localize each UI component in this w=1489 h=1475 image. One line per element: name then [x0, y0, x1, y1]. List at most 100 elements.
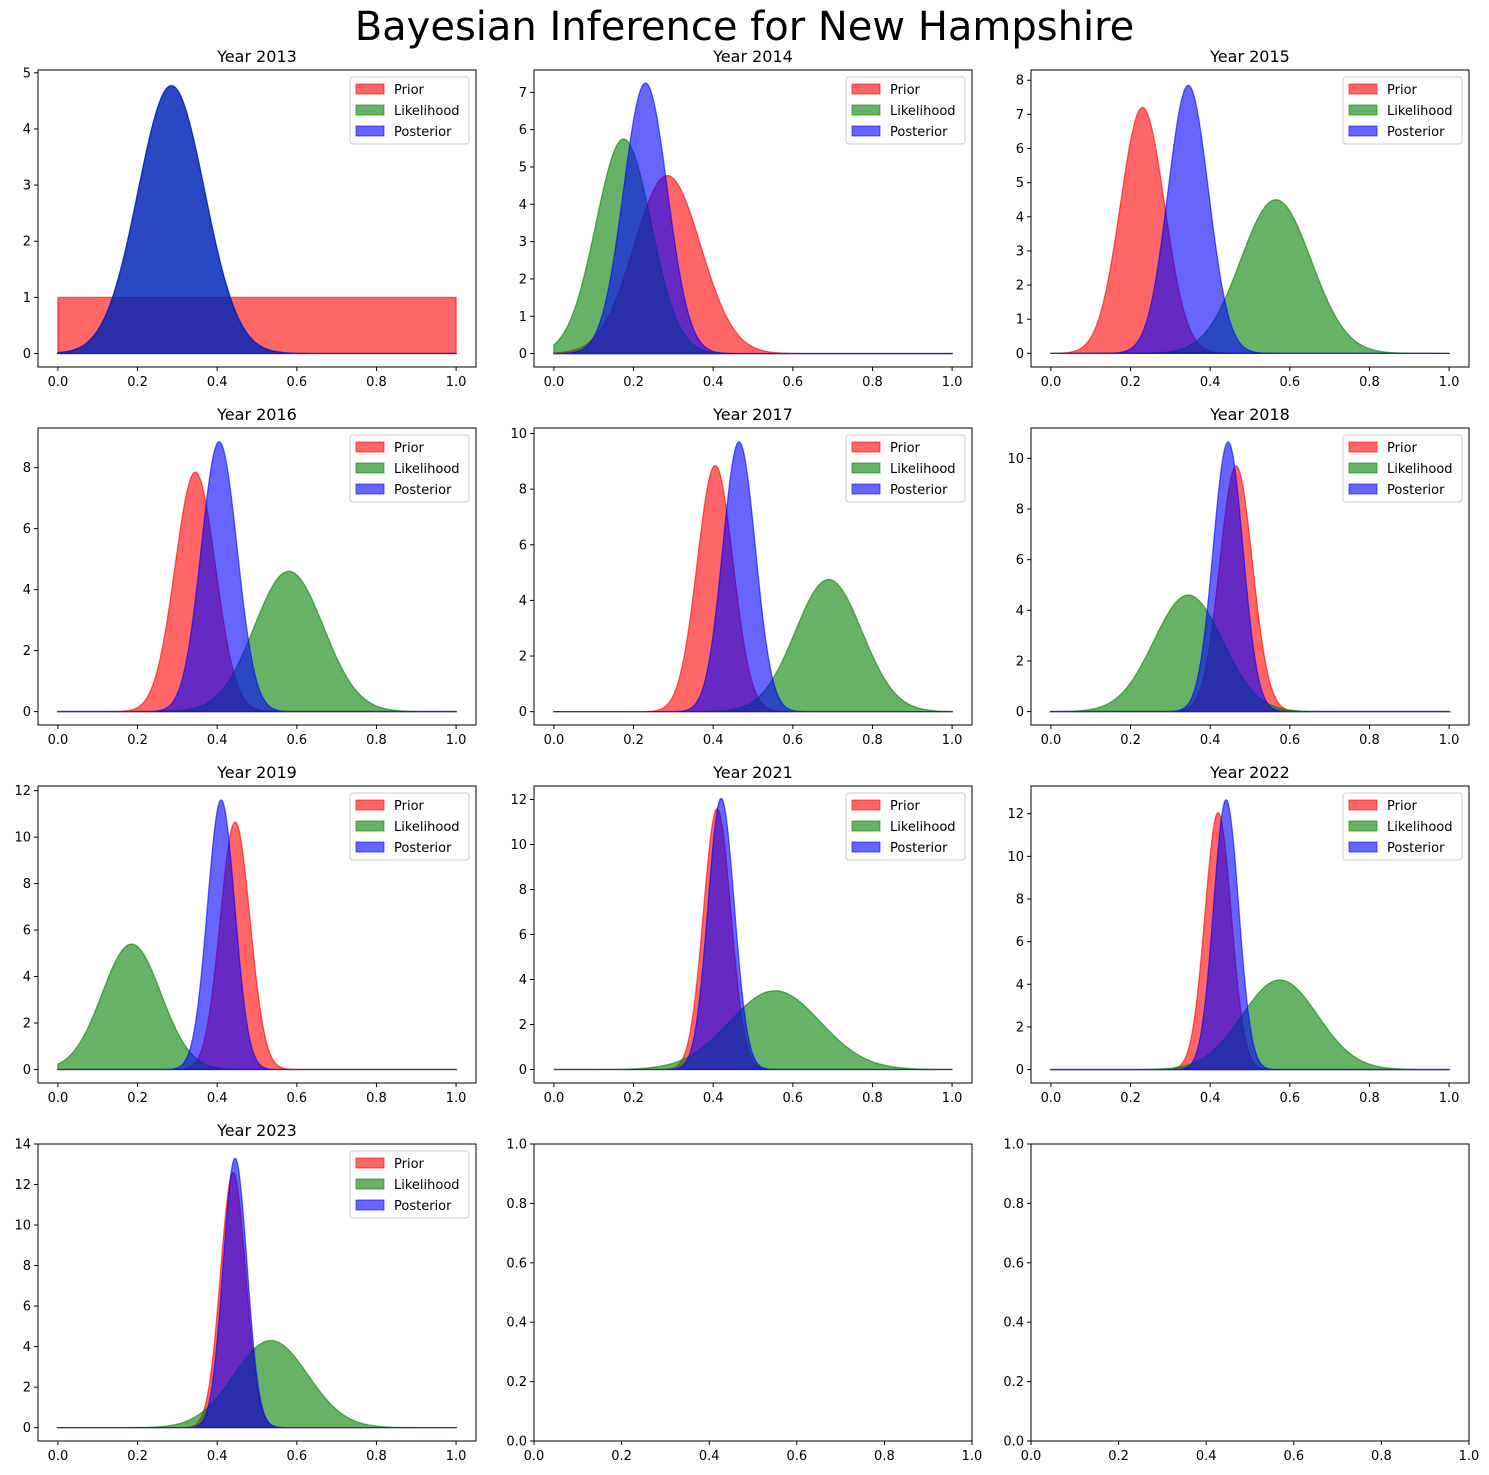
x-tick-label: 1.0 [962, 1449, 983, 1464]
subplot-5: Year 2018 0.0 0.2 0.4 0.6 0.8 1.0 0 2 4 6 8 10 Prior L… [1007, 405, 1470, 748]
y-tick-label: 2 [23, 235, 31, 250]
y-tick-label: 6 [23, 924, 31, 939]
legend-label-likelihood: Likelihood [1387, 820, 1453, 835]
legend-swatch-likelihood [355, 104, 385, 116]
legend-label-prior: Prior [394, 83, 425, 98]
y-tick-label: 3 [519, 235, 527, 250]
legend: Prior Likelihood Posterior [845, 434, 966, 503]
y-tick-label: 0.0 [506, 1435, 527, 1450]
x-tick-label: 0.4 [207, 733, 228, 748]
axes-frame [533, 69, 973, 368]
y-tick-label: 8 [1016, 503, 1024, 518]
x-tick-label: 0.6 [1279, 375, 1300, 390]
legend-label-likelihood: Likelihood [890, 104, 956, 119]
legend-swatch-prior [1348, 799, 1378, 811]
legend-label-posterior: Posterior [890, 125, 948, 140]
subplot-title: Year 2018 [1209, 405, 1290, 424]
y-tick-label: 4 [23, 122, 31, 137]
y-tick-label: 3 [1016, 244, 1024, 259]
y-tick-label: 6 [1016, 553, 1024, 568]
axes-frame [1030, 785, 1470, 1084]
legend-swatch-prior [851, 441, 881, 453]
series-posterior-area [57, 85, 457, 355]
y-tick-label: 8 [23, 461, 31, 476]
y-tick-label: 4 [1016, 978, 1024, 993]
axes-frame [1030, 1143, 1470, 1442]
y-tick-label: 4 [1016, 604, 1024, 619]
series-posterior-area [57, 441, 457, 713]
x-tick-label: 0.8 [1371, 1449, 1392, 1464]
axes-frame [37, 427, 477, 726]
legend-swatch-likelihood [355, 1178, 385, 1190]
y-tick-label: 0.8 [506, 1197, 527, 1212]
subplot-0: Year 2013 0.0 0.2 0.4 0.6 0.8 1.0 0 1 2 3 4 5 Prior Li… [23, 47, 477, 390]
legend-swatch-posterior [355, 841, 385, 853]
legend-label-likelihood: Likelihood [890, 820, 956, 835]
y-tick-label: 4 [519, 594, 527, 609]
x-tick-label: 0.8 [366, 375, 387, 390]
y-tick-label: 0.0 [1003, 1435, 1024, 1450]
series-posterior-area [57, 1157, 457, 1429]
legend-label-posterior: Posterior [890, 483, 948, 498]
x-tick-label: 0.0 [1041, 733, 1062, 748]
y-tick-label: 8 [1016, 74, 1024, 89]
legend-label-prior: Prior [394, 1157, 425, 1172]
y-tick-label: 8 [519, 883, 527, 898]
y-tick-label: 0 [23, 347, 31, 362]
y-tick-label: 1 [23, 291, 31, 306]
y-tick-label: 5 [1016, 176, 1024, 191]
x-tick-label: 0.0 [1021, 1449, 1042, 1464]
series-posterior-area [1050, 84, 1450, 354]
legend: Prior Likelihood Posterior [1342, 792, 1463, 861]
x-tick-label: 0.4 [207, 1091, 228, 1106]
legend-swatch-likelihood [355, 462, 385, 474]
x-tick-label: 0.6 [1283, 1449, 1304, 1464]
legend: Prior Likelihood Posterior [349, 792, 470, 861]
legend-swatch-posterior [1348, 483, 1378, 495]
y-tick-label: 2 [1016, 654, 1024, 669]
y-tick-label: 12 [14, 1178, 31, 1193]
y-tick-label: 6 [23, 522, 31, 537]
x-tick-label: 0.2 [127, 375, 148, 390]
legend-swatch-prior [1348, 83, 1378, 95]
y-tick-label: 2 [23, 1017, 31, 1032]
x-tick-label: 0.8 [1359, 375, 1380, 390]
x-tick-label: 0.2 [127, 733, 148, 748]
subplot-title: Year 2016 [216, 405, 297, 424]
x-tick-label: 0.0 [1041, 1091, 1062, 1106]
x-tick-label: 1.0 [1439, 375, 1460, 390]
axes-frame [533, 1143, 973, 1442]
legend-label-prior: Prior [1387, 799, 1418, 814]
legend-label-prior: Prior [1387, 83, 1418, 98]
x-tick-label: 0.8 [862, 733, 883, 748]
y-tick-label: 0 [23, 1063, 31, 1078]
legend-swatch-prior [355, 83, 385, 95]
subplot-2: Year 2015 0.0 0.2 0.4 0.6 0.8 1.0 0 1 2 3 4 5 6 7 8 Prio… [1016, 47, 1470, 390]
y-tick-label: 8 [519, 483, 527, 498]
y-tick-label: 4 [519, 973, 527, 988]
x-tick-label: 0.6 [286, 375, 307, 390]
x-tick-label: 0.6 [286, 733, 307, 748]
x-tick-label: 0.2 [623, 375, 644, 390]
legend-label-prior: Prior [1387, 441, 1418, 456]
y-tick-label: 0.4 [506, 1316, 527, 1331]
y-tick-label: 0 [519, 1063, 527, 1078]
y-tick-label: 2 [519, 272, 527, 287]
y-tick-label: 4 [519, 198, 527, 213]
axes-frame [37, 1143, 477, 1442]
x-tick-label: 0.6 [782, 375, 803, 390]
x-tick-label: 0.4 [699, 1449, 720, 1464]
x-tick-label: 0.2 [623, 1091, 644, 1106]
y-tick-label: 6 [519, 928, 527, 943]
x-tick-label: 0.6 [782, 1091, 803, 1106]
y-tick-label: 7 [1016, 108, 1024, 123]
legend-label-posterior: Posterior [1387, 483, 1445, 498]
y-tick-label: 0.6 [1003, 1256, 1024, 1271]
subplot-10: 0.0 0.2 0.4 0.6 0.8 1.0 0.0 0.2 0.4 0.6 0.8 1.0 [506, 1138, 982, 1465]
x-tick-label: 0.4 [703, 375, 724, 390]
legend-swatch-posterior [1348, 841, 1378, 853]
subplot-9: Year 2023 0.0 0.2 0.4 0.6 0.8 1.0 0 2 4 6 8 10 12 14 Pr… [14, 1121, 477, 1464]
x-tick-label: 0.8 [1359, 733, 1380, 748]
legend: Prior Likelihood Posterior [1342, 434, 1463, 503]
legend-swatch-prior [355, 1157, 385, 1169]
